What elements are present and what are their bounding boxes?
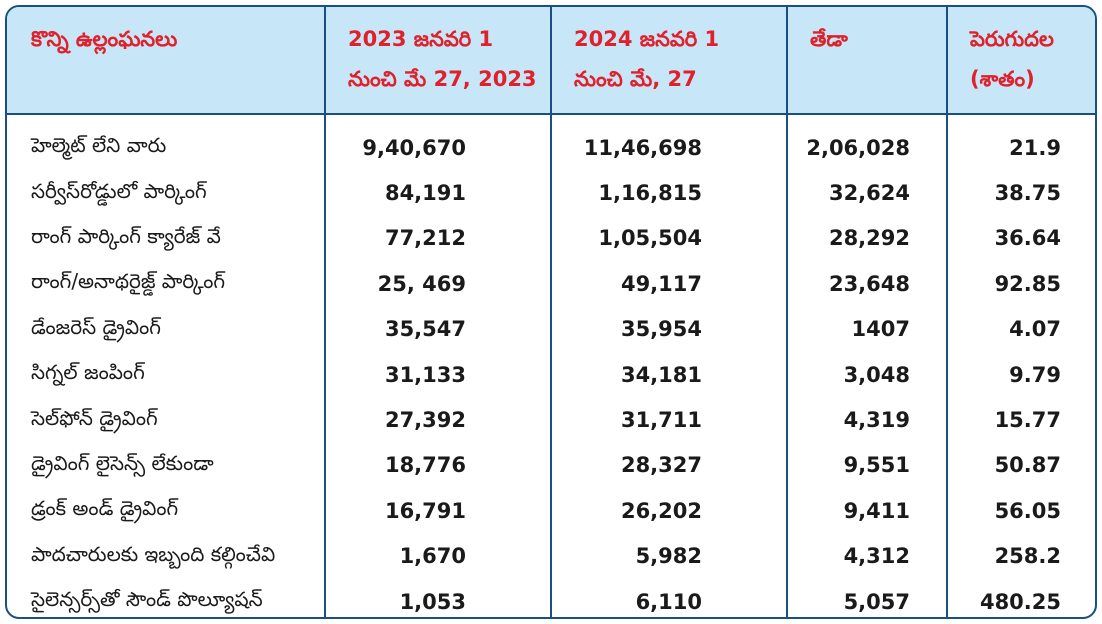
table-row: రాంగ్ పార్కింగ్ క్యారేజ్ వే 77,212 1,05,…	[7, 215, 1095, 262]
violation-name: డేంజరెస్ డ్రైవింగ్	[31, 314, 161, 339]
table-row: రాంగ్/అనాథరైజ్డ్ పార్కింగ్ 25, 469 49,11…	[7, 261, 1095, 307]
value-2023: 1,053	[324, 578, 551, 617]
value-difference: 2,06,028	[786, 114, 947, 171]
header-2024: 2024 జనవరి 1 నుంచి మే, 27	[550, 7, 787, 115]
value-difference: 32,624	[786, 170, 947, 216]
value-2024: 5,982	[550, 533, 787, 579]
header-increase-line2: (శాతం)	[970, 67, 1035, 91]
header-2024-line1: 2024 జనవరి 1	[574, 27, 720, 51]
value-difference: 4,319	[786, 397, 947, 443]
violation-name: డ్రంక్ అండ్ డ్రైవింగ్	[31, 496, 179, 521]
value-2024: 34,181	[550, 351, 787, 398]
table-body: హెల్మెట్ లేని వారు 9,40,670 11,46,698 2,…	[7, 114, 1095, 617]
value-2023: 84,191	[324, 170, 551, 216]
value-2024: 35,954	[550, 306, 787, 352]
value-increase-pct: 15.77	[946, 397, 1095, 443]
table-row: డ్రంక్ అండ్ డ్రైవింగ్ 16,791 26,202 9,41…	[7, 488, 1095, 534]
value-difference: 3,048	[786, 351, 947, 398]
table-row: హెల్మెట్ లేని వారు 9,40,670 11,46,698 2,…	[7, 114, 1095, 171]
value-2023: 77,212	[324, 215, 551, 262]
value-2023: 31,133	[324, 351, 551, 398]
value-increase-pct: 21.9	[946, 114, 1095, 171]
value-difference: 23,648	[786, 261, 947, 307]
value-2023: 25, 469	[324, 261, 551, 307]
header-row: కొన్ని ఉల్లంఘనలు 2023 జనవరి 1 నుంచి మే 2…	[7, 7, 1095, 115]
header-increase-line1: పెరుగుదల	[970, 27, 1054, 51]
value-2023: 27,392	[324, 397, 551, 443]
violation-name: సిగ్నల్ జంపింగ్	[31, 360, 145, 385]
value-2024: 28,327	[550, 442, 787, 489]
header-2023-line1: 2023 జనవరి 1	[348, 27, 494, 51]
table-row: సైలెన్సర్స్‌తో సౌండ్ పొల్యూషన్ 1,053 6,1…	[7, 578, 1095, 617]
value-2024: 49,117	[550, 261, 787, 307]
violations-table-card: కొన్ని ఉల్లంఘనలు 2023 జనవరి 1 నుంచి మే 2…	[5, 5, 1097, 619]
value-difference: 4,312	[786, 533, 947, 579]
header-2023: 2023 జనవరి 1 నుంచి మే 27, 2023	[324, 7, 551, 115]
value-increase-pct: 56.05	[946, 488, 1095, 534]
value-2024: 6,110	[550, 578, 787, 617]
table-row: సర్వీస్‌రోడ్డులో పార్కింగ్ 84,191 1,16,8…	[7, 170, 1095, 216]
table-row: సెల్‌ఫోన్ డ్రైవింగ్ 27,392 31,711 4,319 …	[7, 397, 1095, 443]
table-row: డ్రైవింగ్ లైసెన్స్ లేకుండా 18,776 28,327…	[7, 442, 1095, 489]
value-2023: 1,670	[324, 533, 551, 579]
table-row: పాదచారులకు ఇబ్బంది కల్గించేవి 1,670 5,98…	[7, 533, 1095, 579]
value-2023: 16,791	[324, 488, 551, 534]
violation-name: సెల్‌ఫోన్ డ్రైవింగ్	[31, 405, 158, 430]
header-increase: పెరుగుదల (శాతం)	[946, 7, 1095, 115]
value-difference: 9,551	[786, 442, 947, 489]
header-violations: కొన్ని ఉల్లంఘనలు	[7, 7, 325, 115]
value-2023: 18,776	[324, 442, 551, 489]
value-increase-pct: 50.87	[946, 442, 1095, 489]
violation-name: రాంగ్ పార్కింగ్ క్యారేజ్ వే	[31, 223, 221, 248]
violation-name: పాదచారులకు ఇబ్బంది కల్గించేవి	[31, 541, 276, 566]
table-header: కొన్ని ఉల్లంఘనలు 2023 జనవరి 1 నుంచి మే 2…	[7, 7, 1095, 115]
violation-name: సైలెన్సర్స్‌తో సౌండ్ పొల్యూషన్	[31, 587, 263, 612]
header-difference-label: తేడా	[810, 27, 848, 51]
table-row: సిగ్నల్ జంపింగ్ 31,133 34,181 3,048 9.79	[7, 351, 1095, 398]
violation-name: డ్రైవింగ్ లైసెన్స్ లేకుండా	[31, 450, 214, 475]
header-difference: తేడా	[786, 7, 947, 115]
value-2024: 26,202	[550, 488, 787, 534]
header-2023-line2: నుంచి మే 27, 2023	[348, 67, 537, 91]
violation-name: రాంగ్/అనాథరైజ్డ్ పార్కింగ్	[31, 269, 225, 294]
value-increase-pct: 480.25	[946, 578, 1095, 617]
value-increase-pct: 36.64	[946, 215, 1095, 262]
value-2023: 35,547	[324, 306, 551, 352]
violation-name: హెల్మెట్ లేని వారు	[31, 133, 167, 158]
value-2024: 31,711	[550, 397, 787, 443]
violation-name: సర్వీస్‌రోడ్డులో పార్కింగ్	[31, 178, 207, 203]
value-2024: 11,46,698	[550, 114, 787, 171]
value-2023: 9,40,670	[324, 114, 551, 171]
header-2024-line2: నుంచి మే, 27	[574, 67, 697, 91]
value-increase-pct: 9.79	[946, 351, 1095, 398]
value-increase-pct: 92.85	[946, 261, 1095, 307]
header-violations-label: కొన్ని ఉల్లంఘనలు	[31, 27, 178, 51]
violations-table: కొన్ని ఉల్లంఘనలు 2023 జనవరి 1 నుంచి మే 2…	[7, 7, 1095, 617]
table-row: డేంజరెస్ డ్రైవింగ్ 35,547 35,954 1407 4.…	[7, 306, 1095, 352]
value-increase-pct: 38.75	[946, 170, 1095, 216]
value-increase-pct: 258.2	[946, 533, 1095, 579]
value-2024: 1,16,815	[550, 170, 787, 216]
value-difference: 9,411	[786, 488, 947, 534]
value-2024: 1,05,504	[550, 215, 787, 262]
value-difference: 5,057	[786, 578, 947, 617]
value-increase-pct: 4.07	[946, 306, 1095, 352]
value-difference: 28,292	[786, 215, 947, 262]
value-difference: 1407	[786, 306, 947, 352]
